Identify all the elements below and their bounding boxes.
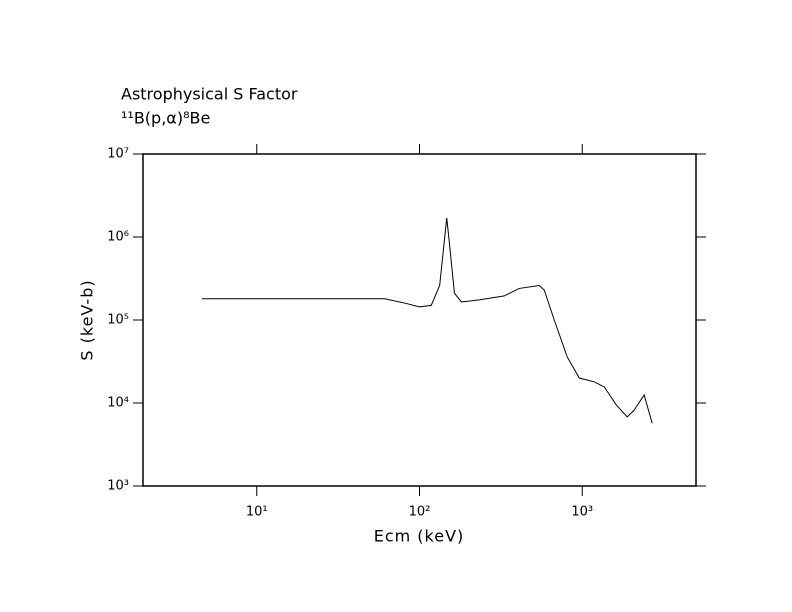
y-tick-label: 10³ — [107, 479, 129, 494]
x-tick-label: 10¹ — [246, 505, 268, 520]
plot-frame — [142, 153, 697, 487]
y-tick-label: 10⁷ — [107, 147, 129, 162]
y-tick-label: 10⁶ — [107, 230, 129, 245]
chart-title: Astrophysical S Factor — [121, 85, 298, 104]
y-tick-label: 10⁴ — [107, 396, 129, 411]
chart-subtitle: ¹¹B(p,α)⁸Be — [121, 109, 210, 128]
x-tick-label: 10³ — [571, 505, 593, 520]
y-tick-label: 10⁵ — [107, 313, 129, 328]
data-line — [201, 217, 653, 424]
x-tick-label: 10² — [409, 505, 431, 520]
x-axis-title: Ecm (keV) — [374, 527, 465, 546]
y-axis-title: S (keV-b) — [78, 279, 97, 360]
